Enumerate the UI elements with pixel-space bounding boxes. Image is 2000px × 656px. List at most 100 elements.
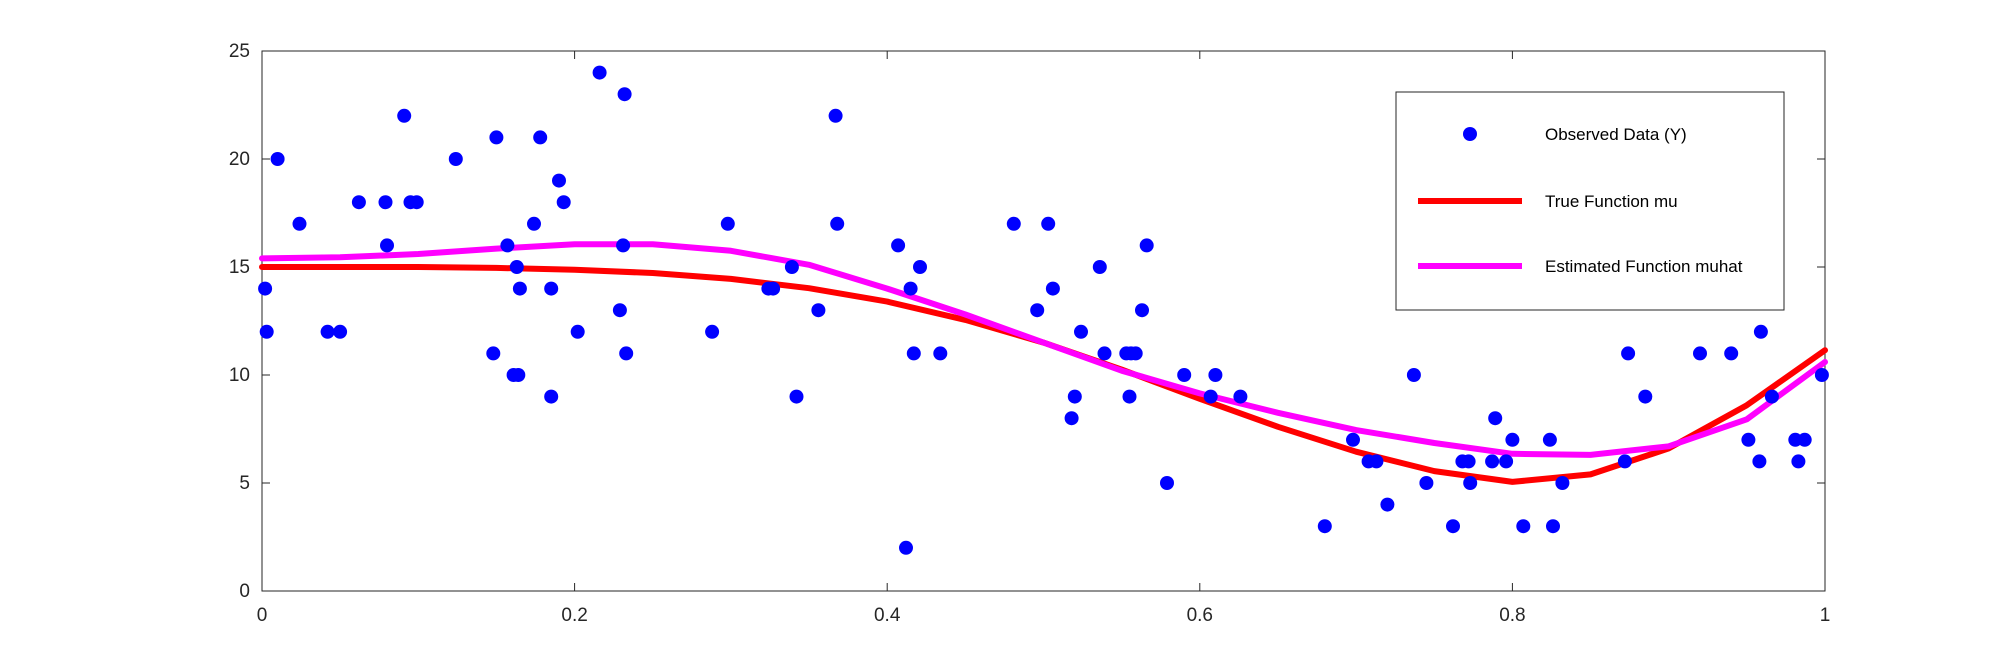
data-point (1542, 432, 1557, 447)
x-tick-label: 1 (1820, 605, 1831, 626)
data-point (1067, 389, 1082, 404)
data-point (1128, 346, 1143, 361)
data-point (1446, 519, 1460, 534)
data-point (830, 216, 845, 231)
data-point (486, 346, 501, 361)
data-point (903, 281, 918, 296)
y-tick-label: 25 (229, 41, 250, 62)
x-tick-label: 0.6 (1187, 605, 1213, 626)
data-point (1160, 476, 1174, 490)
data-point (1177, 368, 1192, 382)
data-point (1030, 303, 1045, 318)
data-point (409, 195, 424, 210)
legend-label-observed: Observed Data (Y) (1545, 125, 1687, 144)
data-point (1461, 454, 1476, 469)
data-point (619, 346, 634, 361)
data-point (333, 324, 348, 339)
x-tick-label: 0.8 (1499, 605, 1525, 626)
data-point (1135, 303, 1149, 318)
data-point (1488, 411, 1503, 426)
observed-points (258, 65, 1829, 555)
data-point (616, 238, 631, 253)
y-tick-label: 10 (229, 365, 250, 386)
data-point (784, 260, 799, 274)
data-point (500, 238, 515, 253)
data-point (612, 303, 627, 318)
data-point (320, 324, 335, 339)
data-point (913, 260, 927, 274)
data-point (1546, 519, 1560, 534)
data-point (1041, 216, 1056, 231)
data-point (556, 195, 571, 210)
data-point (1006, 216, 1021, 231)
data-point (891, 238, 906, 253)
legend-label-true: True Function mu (1545, 192, 1678, 211)
data-point (1638, 389, 1653, 404)
data-point (1369, 454, 1384, 469)
data-point (789, 389, 804, 404)
data-point (1617, 454, 1632, 469)
x-tick-label: 0.2 (561, 605, 587, 626)
data-point (1097, 346, 1112, 361)
data-point (828, 108, 843, 123)
data-point (511, 368, 526, 382)
data-point (509, 260, 524, 274)
data-point (899, 540, 913, 555)
data-point (1419, 476, 1434, 490)
legend-marker-observed (1463, 127, 1477, 141)
data-point (1814, 368, 1829, 382)
data-point (270, 152, 285, 166)
data-point (705, 324, 720, 339)
data-point (1122, 389, 1137, 404)
data-point (397, 108, 412, 123)
y-tick-label: 0 (239, 581, 250, 602)
legend-label-estimated: Estimated Function muhat (1545, 257, 1743, 276)
data-point (1516, 519, 1531, 534)
data-point (1724, 346, 1739, 361)
y-tick-label: 5 (239, 473, 250, 494)
data-point (1045, 281, 1060, 296)
data-point (527, 216, 541, 231)
data-point (448, 152, 463, 166)
data-point (1406, 368, 1421, 382)
data-point (811, 303, 826, 318)
data-point (351, 195, 366, 210)
data-point (570, 324, 585, 339)
data-point (533, 130, 548, 145)
data-point (1139, 238, 1154, 253)
data-point (720, 216, 735, 231)
data-point (1741, 432, 1756, 447)
data-point (1485, 454, 1500, 469)
data-point (1074, 324, 1088, 339)
data-point (1791, 454, 1806, 469)
data-point (1752, 454, 1767, 469)
x-tick-label: 0.4 (874, 605, 901, 626)
data-point (1203, 389, 1218, 404)
data-point (906, 346, 921, 361)
data-point (512, 281, 527, 296)
data-point (1380, 497, 1395, 512)
data-point (380, 238, 394, 253)
y-tick-label: 20 (229, 149, 250, 170)
data-point (1621, 346, 1636, 361)
x-tick-label: 0 (257, 605, 268, 626)
data-point (1317, 519, 1332, 534)
data-point (1463, 476, 1478, 490)
data-point (258, 281, 273, 296)
data-point (544, 389, 559, 404)
data-point (489, 130, 504, 145)
data-point (766, 281, 781, 296)
data-point (1233, 389, 1248, 404)
y-tick-label: 15 (229, 257, 250, 278)
data-point (544, 281, 559, 296)
legend-marker-dot (1463, 127, 1477, 141)
data-point (617, 87, 632, 102)
data-point (259, 324, 274, 339)
data-point (1753, 324, 1768, 339)
data-point (1555, 476, 1570, 490)
data-point (378, 195, 393, 210)
data-point (1505, 432, 1520, 447)
estimated-function-line (259, 241, 1828, 458)
